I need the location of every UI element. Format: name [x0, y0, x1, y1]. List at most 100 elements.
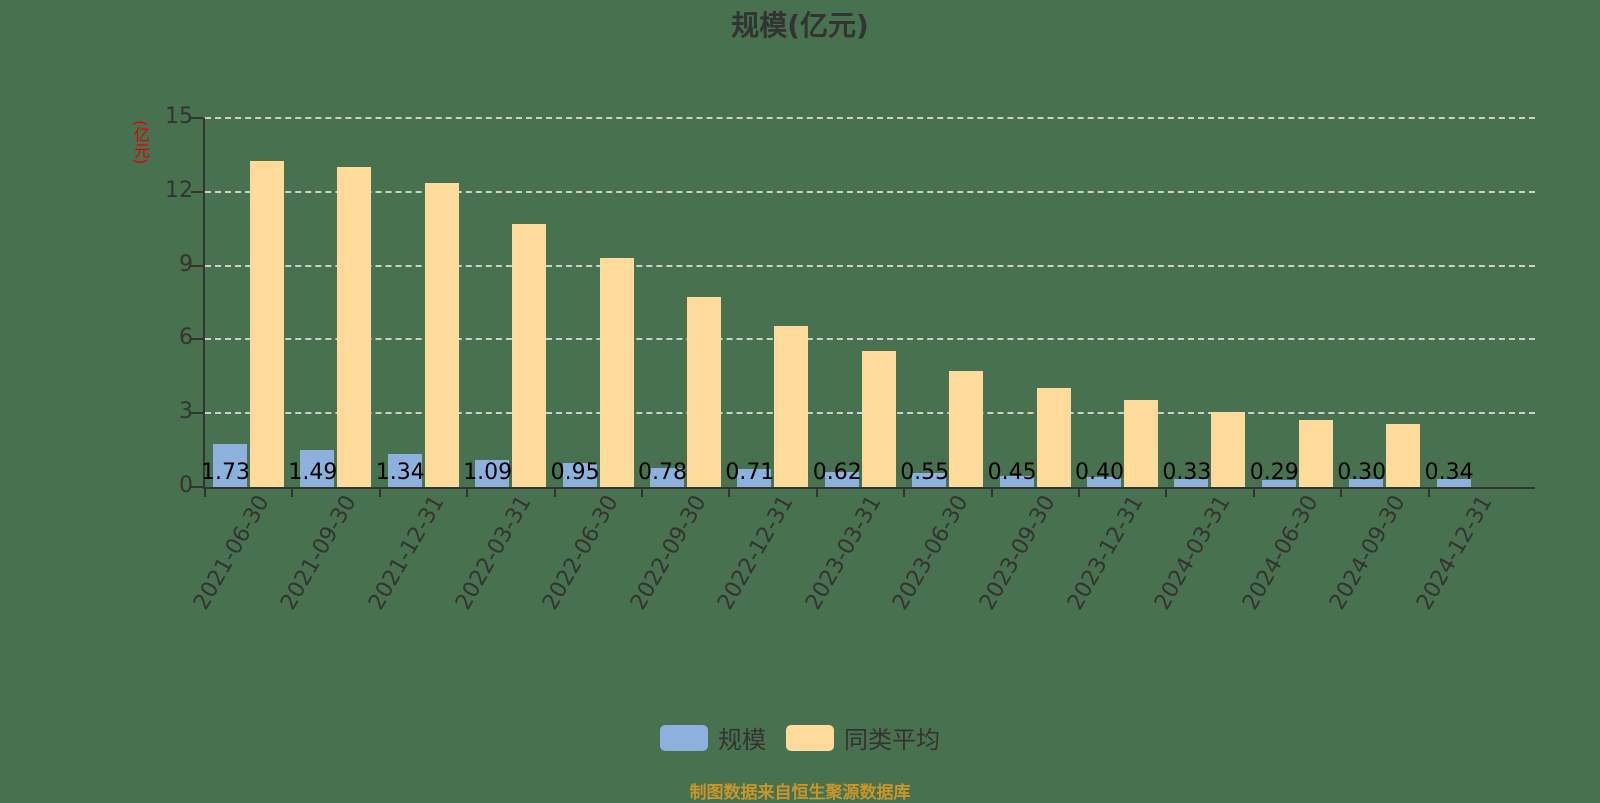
y-axis-unit-label: (亿元)	[131, 120, 150, 165]
bar-value-label: 0.30	[1337, 460, 1387, 485]
legend-label-scale: 规模	[718, 726, 766, 754]
x-axis-line	[203, 487, 1535, 489]
y-tick	[191, 190, 203, 193]
bar-scale[interactable]	[1174, 478, 1209, 487]
y-tick	[191, 486, 203, 488]
bar-category-average[interactable]	[1386, 424, 1421, 487]
gridline	[205, 338, 1535, 341]
gridline	[205, 117, 1535, 119]
x-tick	[641, 487, 643, 497]
legend-swatch-average	[786, 724, 834, 751]
legend-label-average: 同类平均	[844, 726, 940, 754]
x-tick	[903, 487, 906, 497]
bar-category-average[interactable]	[337, 167, 372, 487]
y-tick-label: 0	[179, 473, 193, 498]
bar-scale[interactable]	[1436, 478, 1471, 487]
bar-scale[interactable]	[650, 467, 684, 487]
data-source-footer: 制图数据来自恒生聚源数据库	[689, 783, 911, 803]
bar-category-average[interactable]	[687, 297, 721, 487]
plot-area: 0 3 6 9 12 15 1.73 2021-06-30 1.49 2021-09-30 1.34…	[165, 104, 1535, 614]
x-tick-label: 2024-06-30	[1237, 491, 1324, 615]
bar-category-average[interactable]	[1298, 420, 1333, 487]
bar-category-average[interactable]	[949, 370, 984, 487]
x-tick	[1427, 487, 1430, 497]
x-tick-label: 2021-09-30	[276, 491, 362, 615]
x-tick	[204, 487, 206, 497]
bar-value-label: 1.73	[201, 460, 250, 485]
y-tick	[191, 338, 203, 341]
bar-scale[interactable]	[1087, 477, 1121, 487]
bar-scale[interactable]	[475, 460, 510, 487]
x-tick	[466, 487, 469, 497]
x-tick	[1252, 487, 1255, 497]
x-tick-label: 2023-09-30	[975, 491, 1061, 615]
bar-value-label: 0.29	[1249, 460, 1299, 485]
bar-value-label: 0.40	[1075, 460, 1124, 485]
bar-category-average[interactable]	[599, 257, 634, 487]
bar-value-label: 1.09	[463, 460, 513, 485]
legend-item-average[interactable]: 同类平均	[786, 720, 940, 755]
bar-scale[interactable]	[737, 469, 772, 487]
bar-scale[interactable]	[562, 463, 597, 487]
bar-value-label: 0.33	[1162, 460, 1212, 485]
bar-value-label: 0.55	[900, 460, 950, 485]
bar-value-label: 0.71	[725, 460, 775, 485]
bar-category-average[interactable]	[424, 182, 459, 487]
bar-category-average[interactable]	[250, 161, 284, 487]
bar-category-average[interactable]	[1036, 388, 1071, 487]
y-axis-line	[203, 118, 205, 487]
legend-item-scale[interactable]: 规模	[660, 720, 766, 755]
bar-value-label: 1.34	[375, 460, 425, 485]
x-tick-label: 2024-03-31	[1150, 491, 1236, 615]
y-tick	[191, 412, 203, 415]
x-tick	[1165, 487, 1168, 497]
chart-title: 规模(亿元)	[731, 9, 869, 42]
bar-scale[interactable]	[387, 454, 422, 487]
x-tick-label: 2022-09-30	[625, 491, 712, 615]
gridline	[205, 264, 1535, 267]
bar-value-label: 0.62	[812, 460, 862, 485]
y-tick-label: 12	[165, 177, 193, 203]
x-tick-label: 2024-09-30	[1324, 491, 1411, 615]
bar-scale[interactable]	[300, 450, 335, 487]
y-tick-label: 15	[165, 104, 193, 129]
legend: 规模 同类平均	[0, 720, 1600, 755]
x-tick-label: 2024-12-31	[1412, 491, 1498, 615]
x-tick-label: 2023-06-30	[887, 491, 974, 615]
bar-value-label: 0.95	[550, 460, 600, 485]
x-tick	[1340, 487, 1343, 497]
x-tick-label: 2022-03-31	[450, 491, 537, 615]
bar-scale[interactable]	[213, 444, 247, 487]
x-tick-label: 2021-12-31	[363, 491, 450, 615]
gridline	[205, 190, 1535, 193]
x-tick-label: 2022-06-30	[538, 491, 624, 615]
x-tick	[990, 487, 993, 497]
bar-scale[interactable]	[1349, 479, 1384, 487]
legend-swatch-scale	[660, 724, 708, 751]
bar-category-average[interactable]	[774, 326, 809, 487]
y-tick	[191, 264, 203, 267]
bar-category-average[interactable]	[861, 350, 896, 487]
y-tick-label: 3	[179, 399, 193, 425]
bar-category-average[interactable]	[1124, 399, 1158, 487]
y-tick	[191, 117, 203, 119]
y-tick-label: 9	[179, 251, 193, 277]
x-tick-label: 2023-12-31	[1062, 491, 1149, 615]
x-tick	[291, 487, 294, 497]
x-tick-label: 2023-03-31	[800, 491, 887, 615]
x-tick	[378, 487, 381, 497]
bar-scale[interactable]	[824, 471, 859, 487]
x-tick	[728, 487, 731, 497]
x-tick	[815, 487, 818, 497]
bar-scale[interactable]	[912, 473, 947, 487]
x-tick	[553, 487, 556, 497]
bar-value-label: 1.49	[288, 460, 338, 485]
bar-value-label: 0.78	[638, 460, 687, 485]
bar-scale[interactable]	[999, 475, 1034, 487]
bar-category-average[interactable]	[512, 224, 547, 487]
bar-category-average[interactable]	[1211, 411, 1246, 487]
bar-scale[interactable]	[1261, 479, 1296, 487]
x-tick-label: 2021-06-30	[188, 491, 275, 615]
x-tick	[1078, 487, 1080, 497]
x-tick-label: 2022-12-31	[713, 491, 799, 615]
